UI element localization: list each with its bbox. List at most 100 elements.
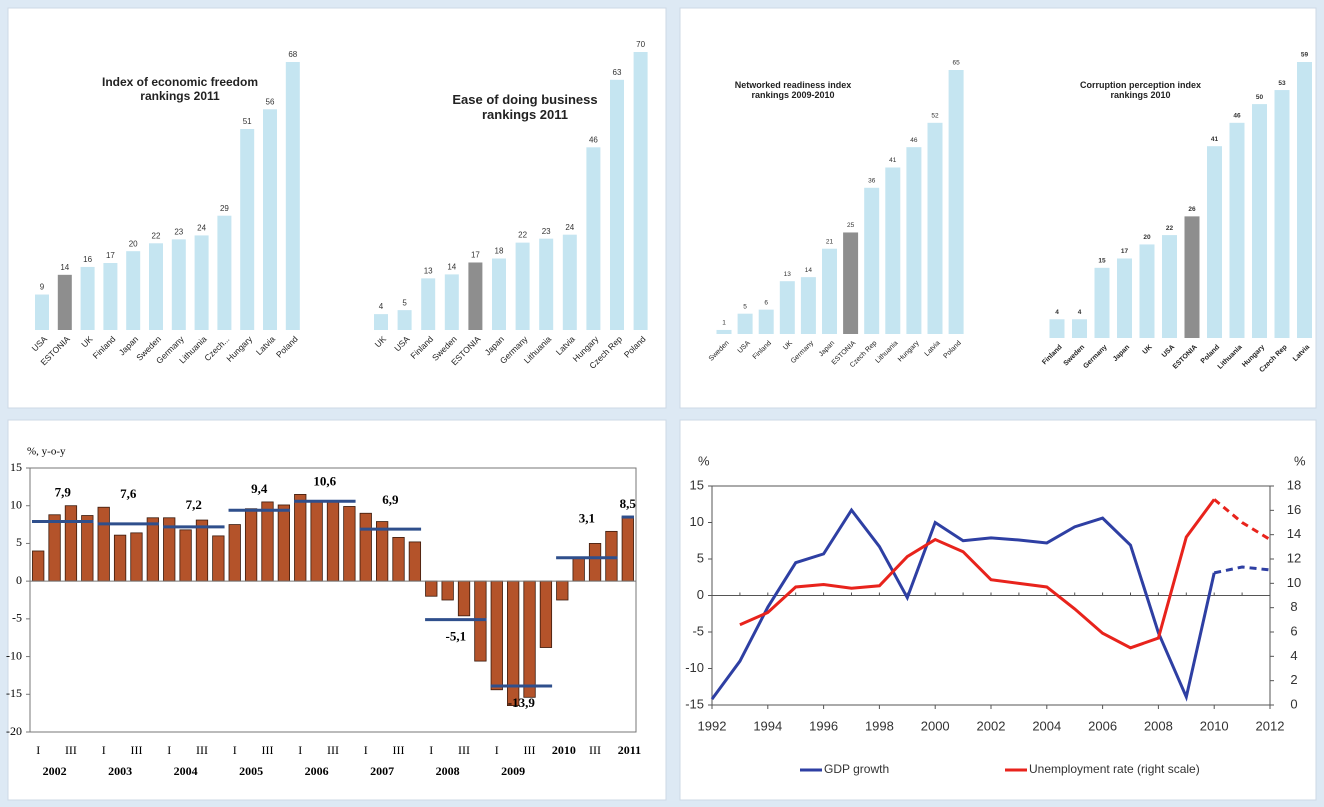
x-tick-label: I [495, 743, 499, 757]
bar [244, 508, 258, 582]
bar [1049, 319, 1065, 338]
year-label: 2005 [239, 764, 263, 778]
value-label: 51 [243, 117, 252, 126]
plot-frame [29, 467, 637, 733]
bar [263, 109, 277, 330]
bar [35, 294, 49, 330]
bar [716, 329, 732, 334]
value-label: 4 [1078, 309, 1082, 316]
value-label: 9 [40, 283, 45, 292]
bar [1229, 122, 1245, 338]
bar [562, 234, 577, 330]
bar [149, 243, 163, 330]
value-label: 65 [952, 60, 960, 67]
x-tick-label: III [261, 743, 273, 757]
bar [906, 147, 922, 334]
value-label: 18 [495, 247, 504, 256]
y2-tick-label: 8 [1290, 599, 1297, 614]
value-label: 20 [1143, 234, 1151, 241]
bar [588, 543, 602, 582]
year-label: 2009 [501, 764, 525, 778]
value-label: 70 [636, 40, 645, 49]
annual-label: -5,1 [446, 629, 467, 644]
bar [843, 232, 859, 334]
x-tick-label: III [196, 743, 208, 757]
bar [1117, 258, 1132, 338]
bar [523, 580, 536, 698]
y2-tick-label: 10 [1287, 575, 1301, 590]
bar [228, 524, 241, 582]
bar [457, 580, 471, 617]
year-label: 2008 [436, 764, 460, 778]
value-label: 50 [1256, 94, 1264, 101]
bar [1274, 90, 1290, 338]
bar [539, 238, 554, 330]
bar [444, 274, 459, 330]
bar [948, 70, 964, 334]
chart-title: Index of economic freedom rankings 2011 [101, 75, 259, 103]
bar [586, 147, 601, 330]
y-tick-label: 15 [690, 477, 704, 492]
bar [146, 517, 159, 582]
value-label: 23 [542, 227, 551, 236]
bar [374, 314, 388, 330]
bar [217, 215, 232, 330]
bar [130, 532, 143, 582]
value-label: 22 [152, 231, 161, 240]
bar [1072, 319, 1087, 338]
value-label: 29 [220, 204, 229, 213]
y-tick-label: -5 [12, 611, 22, 625]
value-label: 5 [743, 303, 747, 310]
year-label: 2004 [174, 764, 198, 778]
panel [7, 7, 667, 409]
value-label: 14 [805, 267, 813, 274]
bar [57, 274, 72, 330]
bar [800, 277, 816, 334]
x-tick-label: I [233, 743, 237, 757]
y2-tick-label: 12 [1287, 550, 1301, 565]
bar [81, 515, 94, 582]
y-tick-label: -5 [692, 623, 704, 638]
x-tick-label: III [65, 743, 77, 757]
panel [679, 419, 1317, 801]
x-tick-label: 2006 [1088, 718, 1117, 733]
bar [1252, 104, 1267, 339]
bar [179, 529, 192, 582]
annual-label: 3,1 [579, 510, 595, 525]
value-label: 41 [889, 157, 897, 164]
bar [610, 79, 624, 330]
bar [737, 313, 753, 334]
value-label: 63 [613, 68, 622, 77]
annual-label: 7,9 [55, 485, 72, 500]
x-tick-label: I [167, 743, 171, 757]
value-label: 53 [1278, 80, 1286, 87]
value-label: 46 [1233, 113, 1241, 120]
legend-label: GDP growth [824, 762, 889, 776]
y-tick-label: 5 [697, 550, 704, 565]
y-tick-label: 10 [10, 497, 22, 511]
value-label: 56 [266, 97, 275, 106]
value-label: 14 [60, 263, 69, 272]
annual-label: -13,9 [508, 695, 536, 710]
y-tick-label: 5 [16, 535, 22, 549]
value-label: 68 [288, 50, 297, 59]
y-tick-label: -10 [685, 660, 704, 675]
line [739, 498, 1216, 650]
bar [1139, 244, 1155, 338]
value-label: 26 [1188, 206, 1196, 213]
x-tick-label: 1996 [809, 718, 838, 733]
x-tick-label: III [458, 743, 470, 757]
bar [621, 516, 634, 582]
y-tick-label: -10 [6, 648, 22, 662]
x-tick-label: III [589, 743, 601, 757]
annual-label: 9,4 [251, 481, 268, 496]
x-tick-label: 1992 [698, 718, 727, 733]
bar [556, 580, 569, 601]
bar [240, 129, 255, 330]
y-tick-label: 15 [10, 460, 22, 474]
annual-label: 6,9 [382, 492, 399, 507]
value-label: 24 [197, 224, 206, 233]
bar [359, 512, 372, 582]
bar [492, 258, 506, 330]
